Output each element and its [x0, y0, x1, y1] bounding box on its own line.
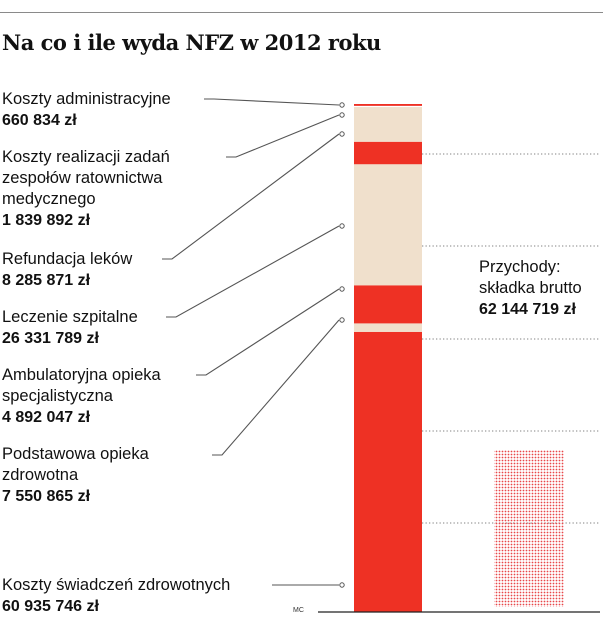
label-koszty-administracyjne: Koszty administracyjne 660 834 zł — [2, 89, 171, 131]
leader-line — [204, 98, 340, 106]
leader-line — [162, 133, 340, 260]
leader-dot — [339, 112, 345, 118]
bar-segment-0 — [354, 331, 422, 612]
label-value: 8 285 871 zł — [2, 272, 91, 289]
label-ambulatoryjna: Ambulatoryjna opieka specjalistyczna 4 8… — [2, 365, 197, 428]
leader-dot — [339, 102, 345, 108]
label-value: 60 935 746 zł — [2, 598, 99, 615]
label-value: 4 892 047 zł — [2, 409, 91, 426]
label-value: 660 834 zł — [2, 112, 77, 129]
credit: MC — [293, 607, 304, 614]
revenue-value: 62 144 719 zł — [479, 301, 576, 318]
leader-dot — [339, 131, 345, 137]
label-ratownictwo: Koszty realizacji zadań zespołów ratowni… — [2, 147, 207, 231]
bar-segment-4 — [354, 141, 422, 165]
top-rule — [0, 12, 603, 13]
leader-dot — [339, 582, 345, 588]
label-swiadczenia: Koszty świadczeń zdrowotnych 60 935 746 … — [2, 575, 230, 617]
leader-line — [166, 225, 340, 318]
revenue-name: Przychody: składka brutto — [479, 258, 582, 297]
leader-dot — [339, 317, 345, 323]
label-value: 7 550 865 zł — [2, 488, 91, 505]
bar-segment-2 — [354, 285, 422, 324]
bar-segment-6 — [354, 104, 422, 108]
label-name: Podstawowa opieka zdrowotna — [2, 445, 149, 484]
label-name: Koszty administracyjne — [2, 90, 171, 108]
leader-line — [212, 319, 340, 456]
leader-line — [196, 288, 340, 376]
leader-line — [226, 114, 340, 158]
leader-dot — [339, 223, 345, 229]
bar-segment-3 — [354, 164, 422, 286]
label-leczenie-szpitalne: Leczenie szpitalne 26 331 789 zł — [2, 307, 138, 349]
label-name: Ambulatoryjna opieka specjalistyczna — [2, 366, 161, 405]
label-name: Refundacja leków — [2, 250, 133, 268]
label-refundacja-lekow: Refundacja leków 8 285 871 zł — [2, 249, 132, 291]
revenue-bar — [494, 449, 564, 607]
label-value: 1 839 892 zł — [2, 212, 91, 229]
label-podstawowa: Podstawowa opieka zdrowotna 7 550 865 zł — [2, 444, 177, 507]
label-name: Koszty świadczeń zdrowotnych — [2, 576, 231, 594]
label-name: Koszty realizacji zadań zespołów ratowni… — [2, 148, 170, 208]
label-value: 26 331 789 zł — [2, 330, 99, 347]
bar-segment-5 — [354, 107, 422, 142]
chart-title: Na co i ile wyda NFZ w 2012 roku — [2, 30, 381, 55]
leader-dot — [339, 286, 345, 292]
bar-segment-1 — [354, 323, 422, 332]
label-name: Leczenie szpitalne — [2, 308, 138, 326]
revenue-label: Przychody: składka brutto 62 144 719 zł — [479, 257, 589, 320]
